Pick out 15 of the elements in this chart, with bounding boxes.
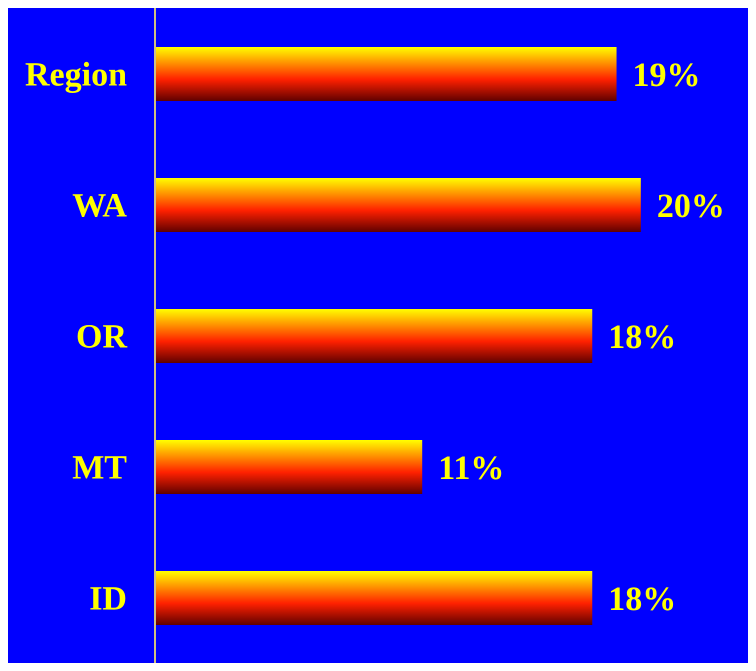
bar (155, 178, 641, 232)
bar (155, 440, 422, 494)
bar (155, 309, 592, 363)
data-label: 18% (608, 581, 676, 618)
bar (155, 571, 592, 625)
bar (155, 47, 617, 101)
data-label: 18% (608, 319, 676, 356)
y-tick-label: WA (72, 188, 128, 225)
data-label: 19% (632, 57, 701, 94)
y-tick-label: OR (76, 318, 128, 356)
y-tick-label: MT (72, 450, 128, 487)
y-tick-label: ID (89, 580, 127, 618)
y-tick-label: Region (25, 56, 128, 94)
data-label: 11% (438, 450, 504, 488)
data-label: 20% (656, 188, 725, 226)
